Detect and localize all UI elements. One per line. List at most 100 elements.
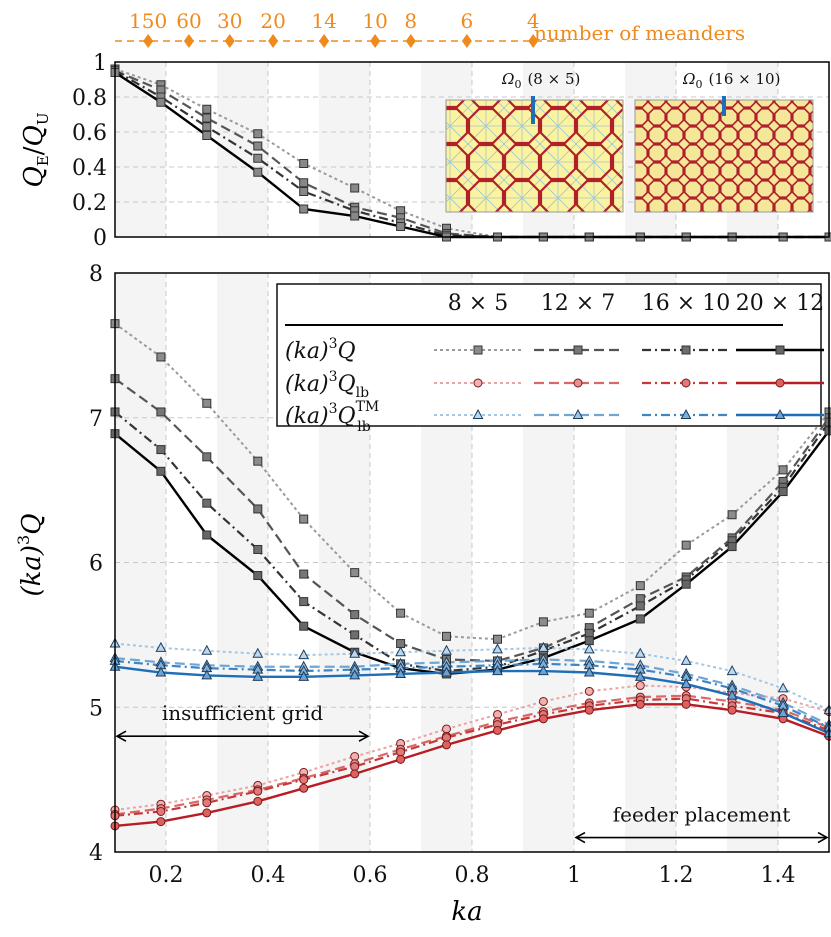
legend-row-label: (ka)3Q [285, 336, 356, 364]
arrow-head-right [358, 730, 370, 742]
meander-tick-label: 60 [176, 9, 201, 33]
data-point [441, 644, 452, 655]
y-tick-label: 8 [89, 262, 103, 287]
data-point [777, 682, 789, 693]
inset-2-label: Ω0 (16 × 10) [682, 70, 780, 91]
data-point [253, 796, 263, 806]
meander-tick-label: 14 [311, 9, 336, 33]
data-point [395, 667, 407, 678]
legend-column-header: 8 × 5 [448, 291, 508, 316]
x-tick-label: 1 [567, 863, 581, 888]
data-point [350, 610, 360, 620]
series-line [114, 697, 830, 817]
data-point [155, 641, 167, 652]
inset-1-size: (8 × 5) [527, 70, 580, 88]
data-point [584, 686, 594, 696]
annotation-label: insufficient grid [162, 701, 323, 725]
band [319, 62, 370, 237]
top-y-tick-label: 0 [93, 226, 107, 251]
data-point [635, 699, 645, 709]
data-point [298, 670, 310, 681]
meander-marker [183, 34, 194, 48]
top-plot-frame [114, 61, 830, 238]
meander-marker [319, 34, 330, 48]
legend-marker-sample [680, 408, 692, 419]
top-y-axis-label: QE/QU [19, 112, 52, 187]
data-point [202, 452, 212, 462]
inset-1-feeder [531, 96, 535, 124]
series-line [114, 659, 830, 729]
annotation-label: feeder placement [613, 803, 791, 827]
inset-1-label: Ω0 (8 × 5) [501, 70, 580, 91]
data-point [350, 630, 360, 640]
legend-marker-sample [573, 345, 583, 355]
data-point [349, 647, 361, 658]
y-tick-label: 6 [89, 552, 103, 577]
data-point [492, 643, 503, 654]
data-point [202, 808, 212, 818]
top-point [350, 183, 360, 193]
top-ylabel-q2: Q [19, 125, 49, 146]
data-point [202, 398, 212, 408]
data-point [634, 670, 646, 681]
top-point [202, 122, 212, 132]
x-tick-label: 0.2 [149, 863, 184, 888]
data-point [156, 407, 166, 417]
series-line [114, 665, 830, 735]
data-point [727, 542, 737, 552]
top-point [350, 211, 360, 221]
top-panel: 00.20.40.60.81 Ω0 (8 × 5) Ω0 (16 × 10) QE/… [19, 51, 831, 251]
top-point [202, 104, 212, 114]
top-point [253, 129, 263, 139]
meander-marker [370, 34, 381, 48]
legend-marker-sample [473, 345, 483, 355]
data-point [299, 514, 309, 524]
top-point [253, 153, 263, 163]
arrow-head-right [817, 831, 829, 844]
inset-1-omega: Ω [501, 70, 514, 88]
data-point [202, 530, 212, 540]
data-point [442, 631, 451, 641]
data-point [538, 617, 548, 627]
series-line [114, 694, 830, 816]
data-point [726, 689, 738, 700]
data-point [396, 608, 406, 618]
x-tick-label: 1.2 [659, 863, 694, 888]
meander-tick-label: 30 [217, 9, 242, 33]
band [115, 273, 166, 852]
legend-column-header: 20 × 12 [736, 291, 824, 316]
data-point [583, 666, 595, 677]
data-point [635, 581, 645, 591]
inset-2-omega: Ω [682, 70, 695, 88]
meander-tick-label: 4 [527, 9, 540, 33]
data-point [778, 465, 788, 475]
meander-marker [224, 34, 235, 48]
data-point [538, 696, 548, 706]
data-point [298, 649, 310, 660]
data-point [635, 601, 645, 611]
data-point [201, 669, 213, 680]
data-point [253, 504, 263, 514]
y-tick-label: 4 [89, 841, 103, 866]
data-point [253, 544, 263, 554]
meander-marker [405, 34, 416, 48]
legend-column-header: 12 × 7 [541, 291, 615, 316]
top-point [299, 204, 309, 214]
x-tick-label: 0.6 [353, 863, 388, 888]
top-y-ticks: 0 0.2 0.4 0.6 0.8 1 [72, 51, 107, 251]
data-point [156, 817, 166, 827]
legend-marker-sample [775, 345, 785, 355]
main-plot-frame [114, 272, 830, 853]
data-point [777, 706, 789, 718]
top-point [156, 97, 166, 107]
top-point [299, 187, 309, 196]
arrow-head-left [115, 730, 127, 742]
top-point [396, 222, 406, 231]
top-point [253, 167, 263, 177]
legend: 8 × 5 12 × 7 16 × 10 20 × 12 (ka)3Q (ka)3Qlb(… [276, 283, 824, 435]
data-point [299, 597, 309, 607]
inset-1-sub: 0 [514, 78, 521, 91]
top-point [299, 178, 309, 188]
meander-tick-label: 150 [129, 9, 167, 33]
data-point [727, 510, 737, 520]
